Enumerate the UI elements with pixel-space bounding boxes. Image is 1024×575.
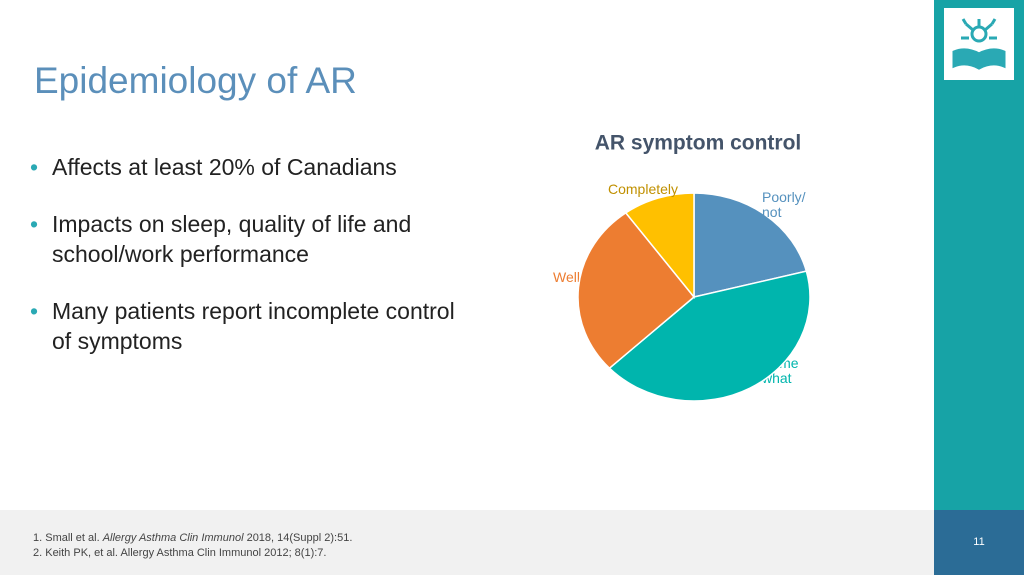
- footnote-journal: Allergy Asthma Clin Immunol: [102, 532, 244, 544]
- chart-title: AR symptom control: [595, 132, 802, 155]
- slice-label-text: Poorly/not: [762, 190, 806, 220]
- logo: [944, 8, 1014, 80]
- footnote: 2. Keith PK, et al. Allergy Asthma Clin …: [33, 547, 327, 559]
- bullet-list: Affects at least 20% of Canadians Impact…: [30, 152, 470, 383]
- footnote-text: 2018, 14(Suppl 2):51.: [243, 532, 353, 544]
- pie-slice: [693, 192, 808, 298]
- slice-label: Poorly/not: [762, 190, 806, 220]
- footer: 1. Small et al. Allergy Asthma Clin Immu…: [0, 510, 934, 575]
- pie-slice: [608, 270, 811, 402]
- bullet: Impacts on sleep, quality of life and sc…: [30, 209, 470, 269]
- bullet: Affects at least 20% of Canadians: [30, 152, 470, 182]
- slice-label: Completely: [608, 182, 679, 197]
- footnote-text: 1. Small et al.: [33, 532, 103, 544]
- pie-slice: [577, 211, 696, 370]
- side-band: [934, 0, 1024, 510]
- pie-slice: [624, 192, 695, 300]
- slide-title: Epidemiology of AR: [34, 60, 357, 101]
- footnote: 1. Small et al. Allergy Asthma Clin Immu…: [33, 532, 352, 544]
- bullet: Many patients report incomplete control …: [30, 296, 470, 356]
- slice-label: Well: [553, 270, 580, 285]
- slice-label-text: Well: [553, 270, 580, 285]
- chart: AR symptom controlSomewhatWellPoorly/not…: [553, 132, 811, 402]
- page-number: 11: [973, 536, 985, 548]
- slice-label-text: Completely: [608, 182, 679, 197]
- side-band-bottom: 11: [934, 510, 1024, 575]
